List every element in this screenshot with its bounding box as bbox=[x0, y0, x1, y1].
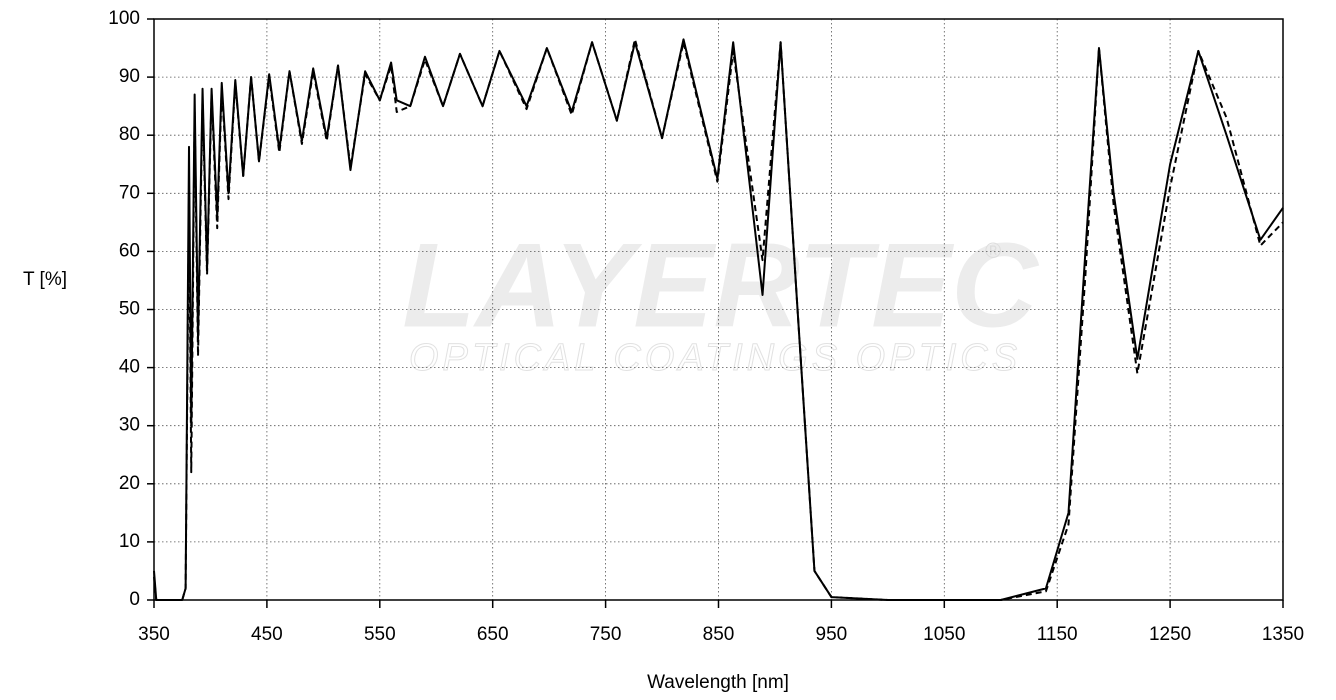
y-tick-label: 0 bbox=[129, 589, 140, 610]
y-tick-label: 40 bbox=[119, 357, 140, 378]
y-tick-label: 70 bbox=[119, 182, 140, 203]
series-line bbox=[153, 38, 1284, 601]
x-tick-label: 1150 bbox=[1037, 624, 1078, 645]
x-tick-label: 1250 bbox=[1149, 624, 1191, 645]
y-tick-label: 30 bbox=[119, 415, 140, 436]
x-tick-label: 450 bbox=[251, 624, 283, 645]
plot-frame bbox=[153, 18, 1284, 601]
y-tick-label: 60 bbox=[119, 240, 140, 261]
x-axis-label: Wavelength [nm] bbox=[647, 672, 789, 693]
watermark-tagline: OPTICAL COATINGS OPTICS bbox=[409, 337, 1021, 379]
y-tick-label: 90 bbox=[119, 66, 140, 87]
watermark-mark: ® bbox=[985, 238, 1001, 263]
x-tick-label: 1350 bbox=[1262, 624, 1304, 645]
x-tick-label: 350 bbox=[138, 624, 170, 645]
watermark-logo: LAYERTEC bbox=[402, 219, 1040, 353]
x-tick-label: 850 bbox=[703, 624, 735, 645]
y-tick-label: 50 bbox=[119, 299, 140, 320]
x-tick-label: 650 bbox=[477, 624, 509, 645]
y-tick-label: 10 bbox=[119, 531, 140, 552]
x-tick-label: 750 bbox=[590, 624, 622, 645]
x-tick-label: 550 bbox=[364, 624, 396, 645]
x-tick-label: 950 bbox=[816, 624, 848, 645]
y-tick-label: 20 bbox=[119, 473, 140, 494]
x-tick-label: 1050 bbox=[923, 624, 965, 645]
y-tick-label: 80 bbox=[119, 124, 140, 145]
y-axis-label: T [%] bbox=[23, 269, 67, 290]
y-tick-label: 100 bbox=[108, 8, 140, 29]
